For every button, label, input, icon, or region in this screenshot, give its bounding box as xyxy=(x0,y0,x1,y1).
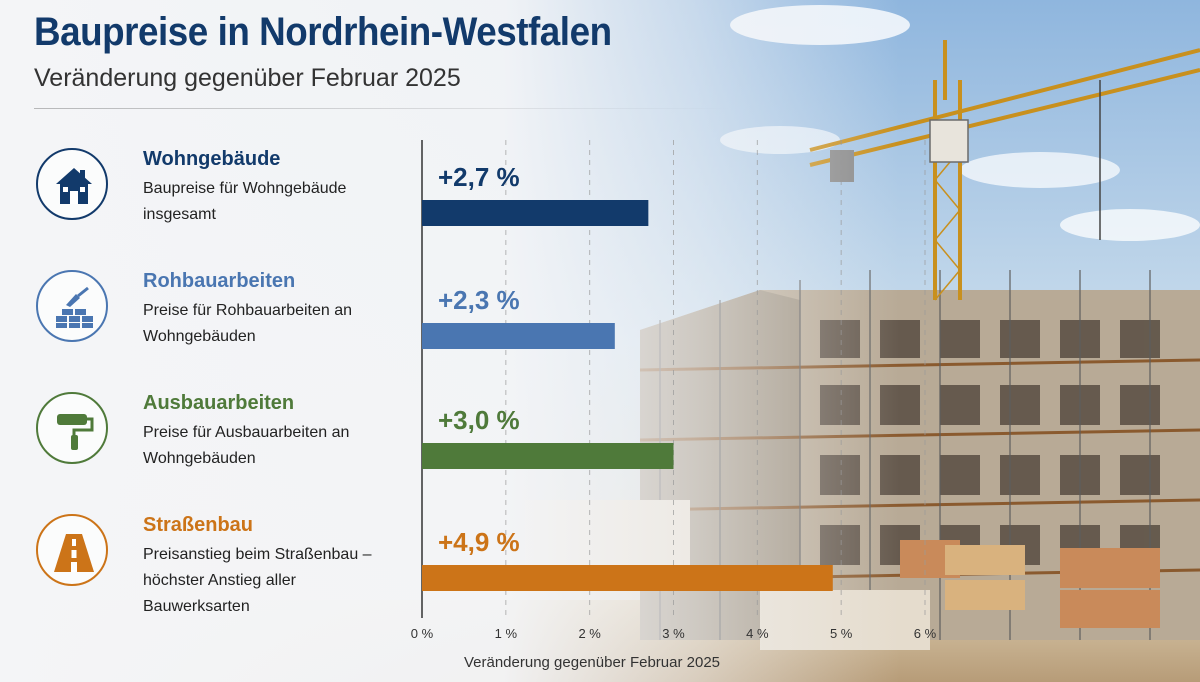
category-name: Ausbauarbeiten xyxy=(143,392,295,414)
bricklaying-icon xyxy=(36,270,108,342)
bar-value-label: +3,0 % xyxy=(438,405,520,435)
paint-roller-icon xyxy=(36,392,108,464)
bar xyxy=(422,443,674,469)
bar-value-label: +2,7 % xyxy=(438,162,520,192)
category-description: Preise für Ausbauarbeiten an Wohngebäude… xyxy=(143,424,350,467)
bar xyxy=(422,323,615,349)
bar-value-label: +2,3 % xyxy=(438,285,520,315)
category-name: Wohngebäude xyxy=(143,148,281,170)
category-name: Rohbauarbeiten xyxy=(143,270,296,292)
category-name: Straßenbau xyxy=(143,514,254,536)
page-title: Baupreise in Nordrhein-Westfalen xyxy=(34,10,612,54)
category-ausbauarbeiten: Ausbauarbeiten Preise für Ausbauarbeiten… xyxy=(36,392,416,502)
x-tick-label: 3 % xyxy=(662,626,685,641)
category-strassenbau: Straßenbau Preisanstieg beim Straßenbau … xyxy=(36,514,416,624)
bar-value-label: +4,9 % xyxy=(438,527,520,557)
x-tick-label: 1 % xyxy=(495,626,518,641)
x-axis-label: Veränderung gegenüber Februar 2025 xyxy=(463,654,721,671)
x-tick-label: 0 % xyxy=(411,626,434,641)
x-tick-label: 4 % xyxy=(746,626,769,641)
bar xyxy=(422,200,649,226)
x-tick-label: 6 % xyxy=(914,626,937,641)
x-tick-label: 2 % xyxy=(578,626,601,641)
page-subtitle: Veränderung gegenüber Februar 2025 xyxy=(34,64,461,92)
category-rohbauarbeiten: Rohbauarbeiten Preise für Rohbauarbeiten… xyxy=(36,270,416,380)
title-divider xyxy=(34,108,734,109)
bar xyxy=(422,565,833,591)
category-description: Baupreise für Wohngebäude insgesamt xyxy=(143,180,347,223)
road-icon xyxy=(36,514,108,586)
house-icon xyxy=(36,148,108,220)
category-description: Preisanstieg beim Straßenbau – höchster … xyxy=(143,546,372,615)
x-tick-label: 5 % xyxy=(830,626,853,641)
category-wohngebaeude: Wohngebäude Baupreise für Wohngebäude in… xyxy=(36,148,416,258)
category-description: Preise für Rohbauarbeiten an Wohngebäude… xyxy=(143,302,353,345)
